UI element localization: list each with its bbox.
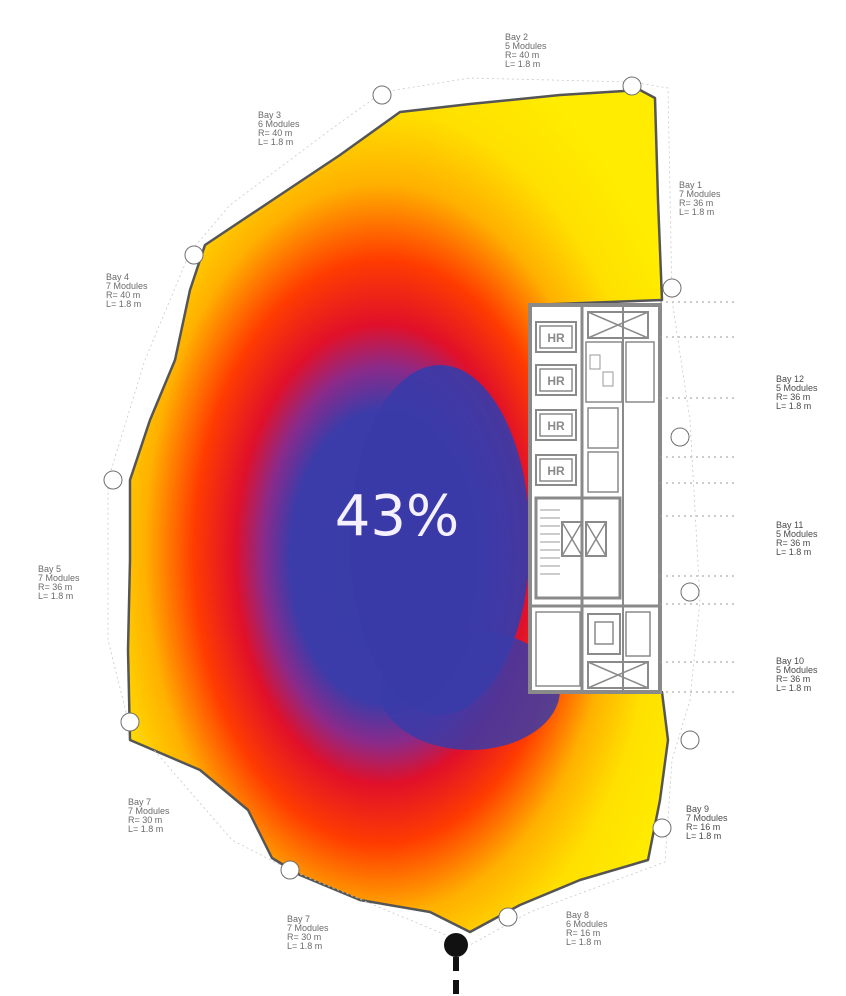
hr-label: HR (547, 331, 565, 345)
hr-room-1: HR (535, 321, 577, 353)
bay-4-label: Bay 4 7 Modules R= 40 m L= 1.8 m (106, 272, 150, 309)
bay-8-label: Bay 8 6 Modules R= 16 m L= 1.8 m (566, 910, 610, 947)
heatmap-floor (126, 88, 670, 934)
reference-lines (660, 301, 735, 693)
bay-10-label: Bay 10 5 Modules R= 36 m L= 1.8 m (776, 656, 820, 693)
bay-11-label: Bay 11 5 Modules R= 36 m L= 1.8 m (776, 520, 820, 557)
bay-7-lower-label: Bay 7 7 Modules R= 30 m L= 1.8 m (287, 914, 331, 951)
bay-1-label: Bay 1 7 Modules R= 36 m L= 1.8 m (679, 180, 723, 217)
hr-label: HR (547, 419, 565, 433)
hr-room-4: HR (535, 454, 577, 486)
bay-7-label: Bay 7 7 Modules R= 30 m L= 1.8 m (128, 797, 172, 834)
bay-2-label: Bay 2 5 Modules R= 40 m L= 1.8 m (505, 32, 549, 69)
bay-9-label: Bay 9 7 Modules R= 16 m L= 1.8 m (686, 804, 730, 841)
hr-room-2: HR (535, 364, 577, 396)
hr-label: HR (547, 464, 565, 478)
location-pin (444, 933, 468, 994)
bay-3-label: Bay 3 6 Modules R= 40 m L= 1.8 m (258, 110, 302, 147)
bay-12-label: Bay 12 5 Modules R= 36 m L= 1.8 m (776, 374, 820, 411)
building-core: HR HR HR HR (528, 303, 662, 694)
bay-5-label: Bay 5 7 Modules R= 36 m L= 1.8 m (38, 564, 82, 601)
hr-room-3: HR (535, 409, 577, 441)
bay-labels: Bay 2 5 Modules R= 40 m L= 1.8 m Bay 3 6… (38, 32, 820, 951)
hr-label: HR (547, 374, 565, 388)
grid-bubbles (103, 76, 700, 927)
daylight-percentage: 43% (335, 484, 459, 549)
